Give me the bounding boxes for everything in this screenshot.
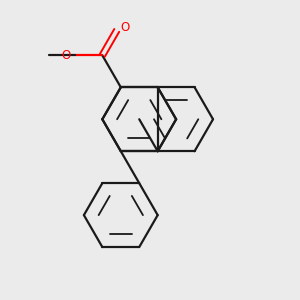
Text: O: O <box>120 21 130 34</box>
Text: O: O <box>62 49 71 62</box>
